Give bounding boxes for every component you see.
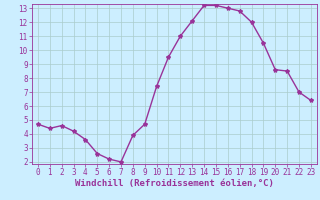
X-axis label: Windchill (Refroidissement éolien,°C): Windchill (Refroidissement éolien,°C) <box>75 179 274 188</box>
